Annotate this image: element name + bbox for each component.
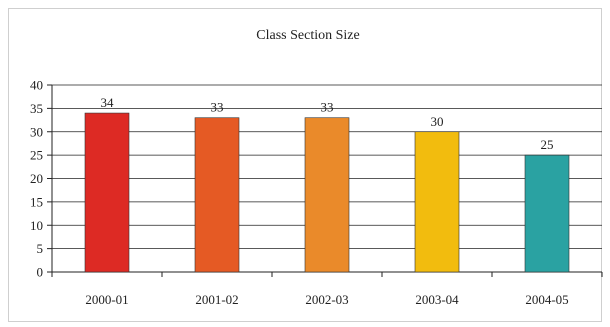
bar-2001-02 xyxy=(194,117,240,273)
x-axis-ticks: 2000-01 2001-02 2002-03 2003-04 2004-05 xyxy=(51,272,603,307)
data-label: 30 xyxy=(431,114,444,129)
x-tick-label: 2000-01 xyxy=(85,292,128,307)
y-tick-label: 35 xyxy=(30,101,43,116)
x-tick-label: 2004-05 xyxy=(525,292,568,307)
x-tick-label: 2002-03 xyxy=(305,292,348,307)
bars xyxy=(84,112,570,273)
y-tick-label: 40 xyxy=(30,78,43,93)
y-tick-label: 20 xyxy=(30,171,43,186)
y-tick-label: 10 xyxy=(30,218,43,233)
data-label: 25 xyxy=(541,137,554,152)
y-tick-label: 0 xyxy=(37,265,44,280)
y-axis-ticks: 0 5 10 15 20 25 30 35 40 xyxy=(30,78,52,280)
bar-2003-04 xyxy=(414,131,460,273)
x-tick-label: 2003-04 xyxy=(415,292,459,307)
x-tick-label: 2001-02 xyxy=(195,292,238,307)
bar-2002-03 xyxy=(304,117,350,273)
data-label: 33 xyxy=(321,100,334,115)
y-tick-label: 25 xyxy=(30,148,43,163)
data-labels: 34 33 33 30 25 xyxy=(101,95,554,152)
data-label: 34 xyxy=(101,95,115,110)
data-label: 33 xyxy=(211,100,224,115)
y-tick-label: 30 xyxy=(30,124,43,139)
y-tick-label: 5 xyxy=(37,241,44,256)
bar-2004-05 xyxy=(524,154,570,273)
bar-2000-01 xyxy=(84,112,130,273)
chart-title: Class Section Size xyxy=(256,28,359,43)
y-tick-label: 15 xyxy=(30,194,43,209)
